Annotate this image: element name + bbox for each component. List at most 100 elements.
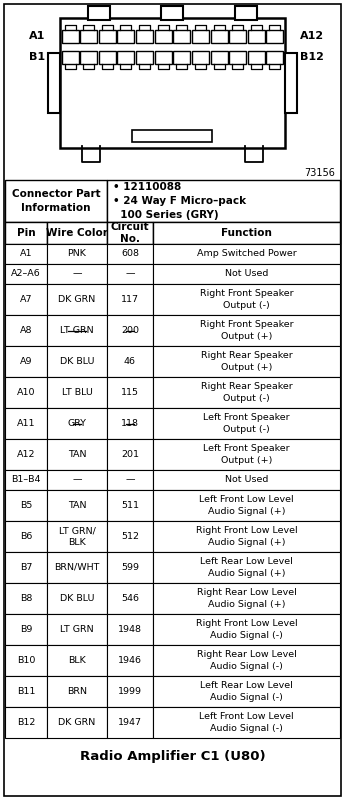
- Bar: [107, 521, 153, 552]
- Bar: [132, 130, 212, 142]
- Text: GRY: GRY: [68, 419, 87, 428]
- Text: LT GRN: LT GRN: [60, 625, 94, 634]
- Bar: [5, 707, 47, 738]
- Text: B7: B7: [20, 563, 32, 572]
- Bar: [153, 707, 340, 738]
- Bar: [107, 180, 340, 222]
- Text: DK BLU: DK BLU: [60, 594, 94, 603]
- Bar: [47, 244, 107, 264]
- Bar: [107, 439, 153, 470]
- Text: BRN: BRN: [67, 687, 87, 696]
- Bar: [153, 346, 340, 377]
- Text: 115: 115: [121, 388, 139, 397]
- Bar: [266, 51, 283, 64]
- Bar: [153, 645, 340, 676]
- Bar: [107, 244, 153, 264]
- Bar: [107, 315, 153, 346]
- Bar: [248, 51, 265, 64]
- Bar: [266, 30, 283, 43]
- Bar: [5, 552, 47, 583]
- Text: A8: A8: [20, 326, 32, 335]
- Text: Right Rear Speaker
Output (-): Right Rear Speaker Output (-): [201, 382, 292, 402]
- Text: DK GRN: DK GRN: [58, 295, 96, 304]
- Bar: [153, 315, 340, 346]
- Bar: [153, 521, 340, 552]
- Text: 546: 546: [121, 594, 139, 603]
- Bar: [229, 30, 246, 43]
- Text: 512: 512: [121, 532, 139, 541]
- Text: 1948: 1948: [118, 625, 142, 634]
- Bar: [107, 614, 153, 645]
- Bar: [5, 315, 47, 346]
- Bar: [155, 51, 172, 64]
- Text: Right Rear Low Level
Audio Signal (+): Right Rear Low Level Audio Signal (+): [197, 589, 296, 609]
- Text: A2–A6: A2–A6: [11, 270, 41, 278]
- Text: —: —: [125, 270, 135, 278]
- Text: LT BLU: LT BLU: [61, 388, 92, 397]
- Text: A12: A12: [17, 450, 35, 459]
- Text: A1: A1: [20, 250, 32, 258]
- Bar: [153, 470, 340, 490]
- Text: 73156: 73156: [304, 168, 335, 178]
- Bar: [5, 614, 47, 645]
- Text: Right Front Speaker
Output (+): Right Front Speaker Output (+): [200, 321, 293, 341]
- Text: Right Rear Low Level
Audio Signal (-): Right Rear Low Level Audio Signal (-): [197, 650, 296, 670]
- Text: Left Front Low Level
Audio Signal (+): Left Front Low Level Audio Signal (+): [199, 495, 294, 515]
- Text: B11: B11: [17, 687, 35, 696]
- Text: Right Front Speaker
Output (-): Right Front Speaker Output (-): [200, 290, 293, 310]
- Text: A11: A11: [17, 419, 35, 428]
- Bar: [48, 53, 60, 113]
- Bar: [5, 180, 107, 222]
- Bar: [5, 408, 47, 439]
- Text: Circuit
No.: Circuit No.: [111, 222, 149, 244]
- Bar: [60, 18, 285, 148]
- Text: Left Rear Low Level
Audio Signal (-): Left Rear Low Level Audio Signal (-): [200, 682, 293, 702]
- Bar: [173, 51, 190, 64]
- Bar: [99, 30, 116, 43]
- Bar: [153, 439, 340, 470]
- Text: 1999: 1999: [118, 687, 142, 696]
- Bar: [107, 377, 153, 408]
- Text: 117: 117: [121, 295, 139, 304]
- Bar: [5, 490, 47, 521]
- Bar: [47, 284, 107, 315]
- Text: B6: B6: [20, 532, 32, 541]
- Bar: [285, 53, 297, 113]
- Bar: [47, 614, 107, 645]
- Bar: [62, 30, 79, 43]
- Bar: [5, 346, 47, 377]
- Bar: [107, 408, 153, 439]
- Bar: [153, 583, 340, 614]
- Text: 46: 46: [124, 357, 136, 366]
- Bar: [47, 521, 107, 552]
- Bar: [62, 51, 79, 64]
- Bar: [153, 284, 340, 315]
- Bar: [80, 51, 97, 64]
- Bar: [47, 707, 107, 738]
- Bar: [47, 222, 107, 244]
- Text: A9: A9: [20, 357, 32, 366]
- Text: Not Used: Not Used: [225, 270, 268, 278]
- Text: B1–B4: B1–B4: [11, 475, 41, 485]
- Bar: [153, 490, 340, 521]
- Text: Connector Part
Information: Connector Part Information: [12, 190, 100, 213]
- Bar: [5, 264, 47, 284]
- Bar: [5, 470, 47, 490]
- Text: A1: A1: [29, 31, 45, 41]
- Text: 511: 511: [121, 501, 139, 510]
- Bar: [192, 30, 209, 43]
- Text: 118: 118: [121, 419, 139, 428]
- Text: B10: B10: [17, 656, 35, 665]
- Bar: [153, 676, 340, 707]
- Text: B5: B5: [20, 501, 32, 510]
- Text: BRN/WHT: BRN/WHT: [54, 563, 100, 572]
- Text: Wire Color: Wire Color: [46, 228, 108, 238]
- Bar: [235, 6, 257, 20]
- Bar: [47, 315, 107, 346]
- Bar: [47, 439, 107, 470]
- Bar: [153, 614, 340, 645]
- Bar: [47, 676, 107, 707]
- Text: Right Front Low Level
Audio Signal (-): Right Front Low Level Audio Signal (-): [196, 619, 297, 639]
- Bar: [173, 30, 190, 43]
- Bar: [47, 490, 107, 521]
